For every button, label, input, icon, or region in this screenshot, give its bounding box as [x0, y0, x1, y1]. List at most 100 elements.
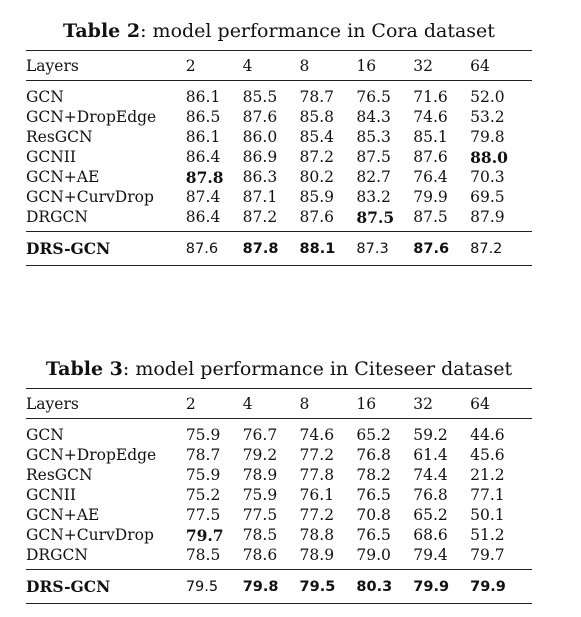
value-cell: 76.5 — [356, 486, 391, 504]
proposed-model-row: DRS-GCN 79.5 79.8 79.5 80.3 79.9 79.9 — [26, 570, 532, 604]
value-cell: 74.4 — [413, 466, 448, 484]
model-name: DRS-GCN — [26, 577, 111, 596]
value-cell: 76.5 — [356, 88, 391, 106]
caption-label: Table 2 — [63, 20, 141, 42]
model-name: DRGCN — [26, 546, 88, 564]
value-cell: 76.4 — [413, 168, 448, 186]
table-row: GCN+AE 77.5 77.5 77.2 70.8 65.2 50.1 — [26, 505, 532, 525]
value-cell: 76.8 — [356, 446, 391, 464]
value-cell: 87.6 — [413, 148, 448, 166]
table-3-block: Table 3: model performance in Citeseer d… — [26, 356, 532, 604]
model-name: ResGCN — [26, 128, 93, 146]
best-value-cell: 87.8 — [185, 167, 224, 187]
value-cell: 77.5 — [242, 506, 278, 524]
value-cell: 76.5 — [356, 526, 391, 544]
value-cell: 77.2 — [299, 506, 335, 524]
value-cell: 79.5 — [185, 578, 219, 595]
value-cell: 78.5 — [242, 526, 278, 544]
value-cell: 85.1 — [413, 128, 448, 146]
value-cell: 79.4 — [413, 546, 448, 564]
table-row: GCN+DropEdge 78.7 79.2 77.2 76.8 61.4 45… — [26, 445, 532, 465]
value-cell: 44.6 — [470, 426, 505, 444]
table-row: GCN+CurvDrop 79.7 78.5 78.8 76.5 68.6 51… — [26, 525, 532, 545]
value-cell: 86.0 — [242, 128, 278, 146]
header-cell: Layers — [26, 56, 79, 75]
value-cell: 80.2 — [299, 168, 335, 186]
model-name: GCN+DropEdge — [26, 446, 157, 464]
value-cell: 78.6 — [242, 546, 278, 564]
value-cell: 78.7 — [185, 446, 221, 464]
value-cell: 85.3 — [356, 128, 391, 146]
value-cell: 69.5 — [470, 188, 505, 206]
value-cell: 86.1 — [185, 88, 221, 106]
header-row: Layers 2 4 8 16 32 64 — [26, 388, 532, 419]
value-cell: 79.8 — [470, 128, 505, 146]
proposed-model-row: DRS-GCN 87.6 87.8 88.1 87.3 87.6 87.2 — [26, 232, 532, 266]
value-cell: 87.2 — [470, 240, 503, 257]
table-row: GCN+CurvDrop 87.4 87.1 85.9 83.2 79.9 69… — [26, 187, 532, 207]
model-name: GCN+CurvDrop — [26, 526, 154, 544]
header-cell: 64 — [470, 394, 490, 413]
value-cell: 87.5 — [413, 208, 448, 226]
value-cell: 65.2 — [356, 426, 391, 444]
table-row: GCN 86.1 85.5 78.7 76.5 71.6 52.0 — [26, 81, 532, 108]
value-cell: 86.1 — [185, 128, 221, 146]
value-cell: 82.7 — [356, 168, 391, 186]
caption-label: Table 3 — [45, 358, 123, 380]
model-name: ResGCN — [26, 466, 93, 484]
model-name: DRGCN — [26, 208, 88, 226]
best-value-cell: 79.9 — [413, 578, 450, 595]
header-cell: 32 — [413, 394, 433, 413]
model-name: DRS-GCN — [26, 239, 111, 258]
best-value-cell: 88.0 — [470, 147, 508, 167]
value-cell: 51.2 — [470, 526, 505, 544]
table-row: ResGCN 86.1 86.0 85.4 85.3 85.1 79.8 — [26, 127, 532, 147]
model-name: GCN+AE — [26, 506, 100, 524]
value-cell: 86.3 — [242, 168, 278, 186]
value-cell: 86.4 — [185, 148, 221, 166]
value-cell: 75.9 — [185, 466, 221, 484]
value-cell: 76.8 — [413, 486, 448, 504]
value-cell: 75.9 — [242, 486, 278, 504]
value-cell: 86.9 — [242, 148, 278, 166]
header-cell: 2 — [185, 56, 196, 75]
table-row: GCN 75.9 76.7 74.6 65.2 59.2 44.6 — [26, 419, 532, 446]
model-name: GCNII — [26, 148, 77, 166]
header-cell: 8 — [299, 56, 310, 75]
value-cell: 78.8 — [299, 526, 335, 544]
header-cell: Layers — [26, 394, 79, 413]
header-cell: 4 — [242, 56, 253, 75]
caption-text: : model performance in Citeseer dataset — [122, 358, 513, 380]
table-2-caption: Table 2: model performance in Cora datas… — [26, 18, 532, 44]
value-cell: 79.9 — [413, 188, 448, 206]
best-value-cell: 79.9 — [470, 578, 506, 595]
value-cell: 87.6 — [299, 208, 335, 226]
best-value-cell: 87.6 — [413, 240, 450, 257]
value-cell: 79.0 — [356, 546, 391, 564]
table-row: DRGCN 86.4 87.2 87.6 87.5 87.5 87.9 — [26, 207, 532, 232]
value-cell: 78.7 — [299, 88, 335, 106]
value-cell: 86.5 — [185, 108, 221, 126]
header-cell: 16 — [356, 56, 377, 75]
value-cell: 87.4 — [185, 188, 221, 206]
best-value-cell: 87.8 — [242, 240, 279, 257]
value-cell: 53.2 — [470, 108, 505, 126]
value-cell: 87.2 — [299, 148, 335, 166]
value-cell: 68.6 — [413, 526, 448, 544]
value-cell: 87.3 — [356, 240, 389, 257]
table-row: ResGCN 75.9 78.9 77.8 78.2 74.4 21.2 — [26, 465, 532, 485]
header-cell: 2 — [185, 394, 196, 413]
value-cell: 75.2 — [185, 486, 221, 504]
value-cell: 84.3 — [356, 108, 391, 126]
value-cell: 77.2 — [299, 446, 335, 464]
value-cell: 87.1 — [242, 188, 278, 206]
model-name: GCNII — [26, 486, 77, 504]
table-row: GCNII 86.4 86.9 87.2 87.5 87.6 88.0 — [26, 147, 532, 167]
best-value-cell: 80.3 — [356, 578, 393, 595]
table-2-block: Table 2: model performance in Cora datas… — [26, 18, 532, 266]
value-cell: 78.2 — [356, 466, 391, 484]
value-cell: 79.2 — [242, 446, 278, 464]
value-cell: 76.1 — [299, 486, 335, 504]
table-row: GCN+AE 87.8 86.3 80.2 82.7 76.4 70.3 — [26, 167, 532, 187]
best-value-cell: 87.5 — [356, 207, 395, 227]
